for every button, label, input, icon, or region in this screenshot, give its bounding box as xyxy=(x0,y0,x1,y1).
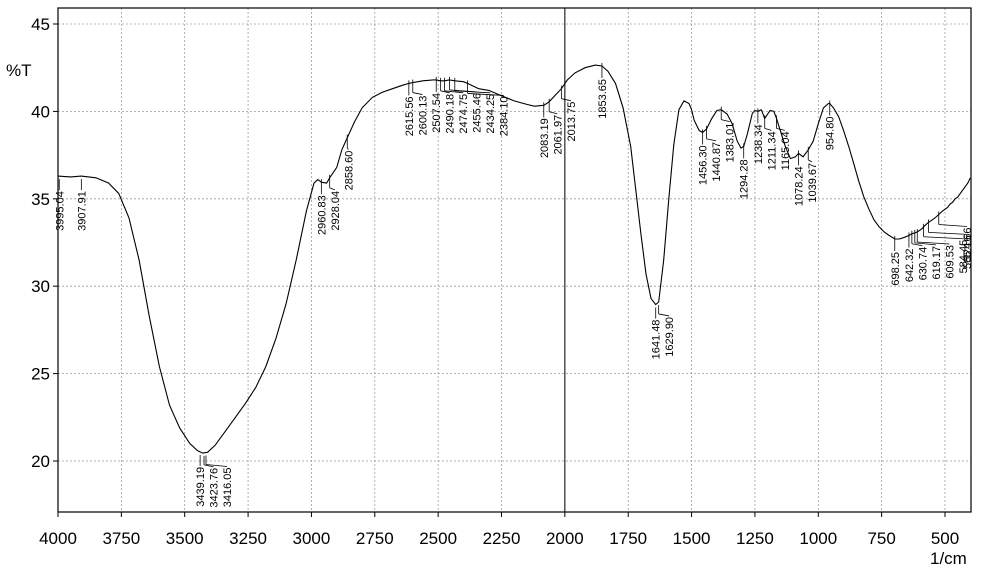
x-tick-label: 750 xyxy=(867,529,895,548)
peak-label: 1078.24 xyxy=(793,166,805,206)
peak-label: 1456.30 xyxy=(698,145,710,185)
peak-leader-line xyxy=(938,224,968,227)
peak-label: 2960.83 xyxy=(316,195,328,235)
plot-area-frame xyxy=(57,7,972,513)
y-tick-label: 45 xyxy=(31,15,50,34)
x-tick-label: 2500 xyxy=(419,529,457,548)
peak-leader-line xyxy=(658,313,670,317)
peak-label: 2083.19 xyxy=(539,118,551,158)
peak-label: 524.66 xyxy=(962,228,974,262)
peak-label: 1629.90 xyxy=(664,317,676,357)
peak-leader-line xyxy=(764,128,772,131)
y-tick-label: 20 xyxy=(31,452,50,471)
y-axis-label: %T xyxy=(6,61,32,80)
peak-label: 1165.04 xyxy=(780,131,792,170)
peak-label: 642.32 xyxy=(904,249,916,283)
peak-leader-line xyxy=(917,241,950,245)
x-tick-label: 3000 xyxy=(293,529,331,548)
peak-leader-line xyxy=(561,98,571,102)
peak-leader-line xyxy=(412,92,423,95)
y-tick-label: 25 xyxy=(31,365,50,384)
peak-leader-line xyxy=(205,464,228,467)
peak-label: 619.17 xyxy=(931,246,943,280)
x-tick-label: 500 xyxy=(931,529,959,548)
x-tick-label: 2250 xyxy=(483,529,521,548)
x-tick-label: 2750 xyxy=(356,529,394,548)
peak-label: 3995.04 xyxy=(54,191,66,231)
peak-leader-line xyxy=(776,128,785,131)
peak-leader-line xyxy=(203,464,214,468)
peak-label: 3423.76 xyxy=(209,468,221,508)
peak-leader-line xyxy=(928,231,968,235)
x-axis-ticks: 4000 3750 3500 3250 3000 2750 2500 2250 2000 1750… xyxy=(39,512,959,548)
peak-label: 2434.25 xyxy=(485,94,497,134)
peak-label: 2384.10 xyxy=(499,96,511,136)
peak-label: 630.74 xyxy=(917,247,929,281)
x-tick-label: 3500 xyxy=(166,529,204,548)
peak-label: 3907.91 xyxy=(76,191,88,231)
x-tick-label: 1000 xyxy=(799,529,837,548)
peak-label: 584.45 xyxy=(958,240,970,274)
peak-label: 1641.48 xyxy=(651,320,663,360)
peak-leader-line xyxy=(454,90,491,94)
peak-leader-line xyxy=(808,159,813,163)
peak-leader-line xyxy=(721,119,730,123)
peak-label: 2013.75 xyxy=(566,102,578,142)
peak-label: 1039.67 xyxy=(807,163,819,203)
x-tick-label: 4000 xyxy=(39,529,77,548)
peak-label: 2928.04 xyxy=(330,191,342,231)
peak-label: 1238.34 xyxy=(753,124,765,164)
peak-label: 2474.75 xyxy=(458,94,470,134)
x-tick-label: 1500 xyxy=(673,529,711,548)
peak-leader-line xyxy=(706,138,717,142)
peak-label: 2455.46 xyxy=(472,93,484,133)
y-tick-label: 35 xyxy=(31,190,50,209)
peak-label: 2600.13 xyxy=(417,96,429,136)
peak-label: 698.25 xyxy=(890,252,902,286)
grid-lines xyxy=(58,8,971,512)
transmittance-series-line xyxy=(57,64,971,454)
x-tick-label: 3250 xyxy=(229,529,267,548)
x-tick-label: 3750 xyxy=(102,529,140,548)
peak-label: 2858.60 xyxy=(343,151,355,191)
peak-label: 2490.18 xyxy=(445,94,457,134)
peak-label: 1294.28 xyxy=(739,159,751,199)
peak-leader-line xyxy=(911,243,923,247)
peak-leader-line xyxy=(467,93,504,96)
peak-label: 1211.34 xyxy=(766,131,778,170)
x-axis-label: 1/cm xyxy=(930,549,967,568)
peak-annotations: 3995.04 3907.91 3439.19 3423.76 3416.05 2960.… xyxy=(54,62,974,508)
peak-leader-line xyxy=(914,242,936,246)
x-tick-label: 2000 xyxy=(546,529,584,548)
peak-leader-line xyxy=(440,90,450,94)
y-tick-label: 30 xyxy=(31,277,50,296)
peak-leader-line xyxy=(444,90,464,94)
peak-label: 1853.65 xyxy=(597,79,609,119)
peak-label: 954.80 xyxy=(825,117,837,151)
peak-leader-line xyxy=(329,187,335,191)
peak-leader-line xyxy=(549,111,558,115)
peak-leader-line xyxy=(923,236,963,240)
peak-label: 2507.54 xyxy=(431,93,443,133)
peak-label: 2061.97 xyxy=(552,115,564,155)
y-tick-label: 40 xyxy=(31,102,50,121)
peak-label: 609.53 xyxy=(944,245,956,279)
peak-label: 1383.01 xyxy=(725,123,737,163)
y-axis-ticks: 20 25 30 35 40 45 xyxy=(31,15,58,471)
peak-label: 1440.87 xyxy=(711,142,723,182)
peak-label: 3439.19 xyxy=(195,467,207,507)
peak-label: 2615.56 xyxy=(404,96,416,136)
peak-leader-line xyxy=(346,147,349,150)
x-tick-label: 1250 xyxy=(736,529,774,548)
peak-label: 3416.05 xyxy=(222,468,234,508)
x-tick-label: 1750 xyxy=(609,529,647,548)
